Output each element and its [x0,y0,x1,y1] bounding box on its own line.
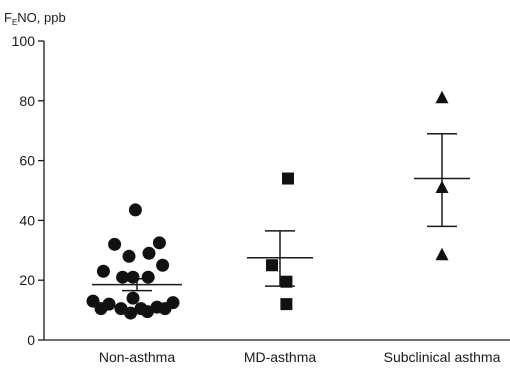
x-tick-label: MD-asthma [244,349,317,365]
data-point-circle [156,258,170,272]
data-point-circle [140,305,154,319]
y-tick-label: 0 [27,332,35,348]
data-point-circle [126,291,140,305]
y-tick-label: 100 [12,33,36,49]
data-point-circle [126,270,140,284]
y-tick-label: 40 [19,212,35,228]
data-point-triangle [435,247,449,261]
y-axis-label-rest: NO, ppb [17,10,65,25]
x-tick-label: Subclinical asthma [384,349,501,365]
y-ticks: 0 20 40 60 80 100 [12,33,44,348]
y-tick-label: 80 [19,93,35,109]
data-point-circle [116,270,130,284]
data-point-triangle [435,90,449,104]
data-point-square [280,275,293,288]
data-point-circle [94,302,108,316]
data-point-triangle [435,180,449,194]
y-tick-label: 20 [19,272,35,288]
data-point-circle [152,236,166,250]
data-point-circle [158,302,172,316]
error-bars [92,132,470,292]
y-axis-label-main: F [4,10,12,25]
data-point-square [282,172,294,185]
data-points [86,90,449,320]
data-point-circle [122,249,136,263]
y-axis-label-subscript: E [12,18,17,27]
x-tick-labels: Non-asthma MD-asthma Subclinical asthma [99,349,501,365]
data-point-circle [124,306,138,320]
data-point-circle [108,237,122,251]
data-point-square [280,298,293,311]
y-tick-label: 60 [19,153,35,169]
data-point-circle [141,270,155,284]
data-point-square [266,259,278,272]
data-point-circle [128,203,142,217]
data-point-circle [142,246,156,260]
data-point-circle [96,264,110,278]
y-axis-label: FENO, ppb [4,10,66,27]
x-tick-label: Non-asthma [99,349,175,365]
